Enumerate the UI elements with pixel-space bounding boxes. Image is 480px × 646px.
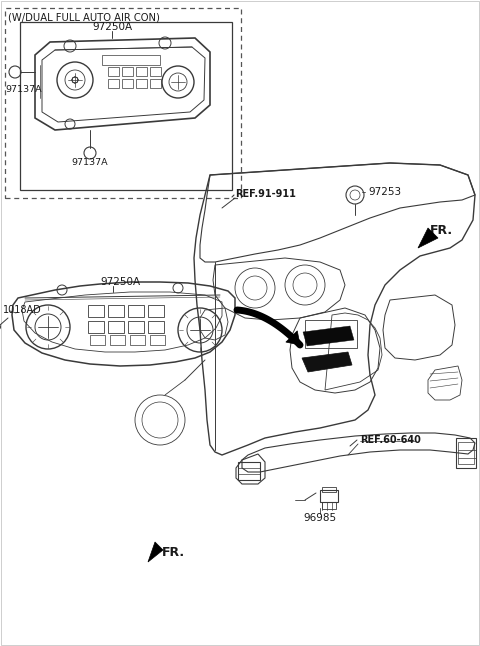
Bar [88,321,104,333]
Bar [322,502,336,509]
Bar [130,335,145,345]
Text: 97253: 97253 [368,187,401,197]
Bar [122,67,133,76]
Bar [20,22,232,190]
Bar [148,305,164,317]
Text: FR.: FR. [162,545,185,559]
Bar [456,438,476,468]
Bar [5,8,241,198]
Text: FR.: FR. [430,224,453,236]
Text: (W/DUAL FULL AUTO AIR CON): (W/DUAL FULL AUTO AIR CON) [8,12,160,22]
Bar [128,321,144,333]
Bar [108,67,119,76]
Text: REF.91-911: REF.91-911 [235,189,296,199]
Bar [148,321,164,333]
Text: 96985: 96985 [303,513,336,523]
Bar [110,335,125,345]
Text: REF.60-640: REF.60-640 [360,435,421,445]
Bar [102,55,160,65]
Polygon shape [286,331,300,345]
Bar [320,490,338,502]
Bar [108,321,124,333]
Bar [122,79,133,88]
Bar [458,442,474,464]
Text: 97137A: 97137A [72,158,108,167]
Bar [150,67,161,76]
Bar [88,305,104,317]
Bar [108,79,119,88]
Text: 97250A: 97250A [92,22,132,32]
Polygon shape [418,228,438,248]
Bar [305,320,357,348]
Bar [238,462,260,480]
Bar [90,335,105,345]
Polygon shape [302,352,352,372]
Bar [322,487,336,492]
Bar [136,67,147,76]
Bar [108,305,124,317]
Bar [150,335,165,345]
Polygon shape [303,326,354,346]
Text: 97137A: 97137A [5,85,42,94]
Polygon shape [148,542,163,562]
Text: 1018AD: 1018AD [3,305,42,315]
Text: 97250A: 97250A [100,277,140,287]
Bar [150,79,161,88]
Bar [136,79,147,88]
Bar [128,305,144,317]
